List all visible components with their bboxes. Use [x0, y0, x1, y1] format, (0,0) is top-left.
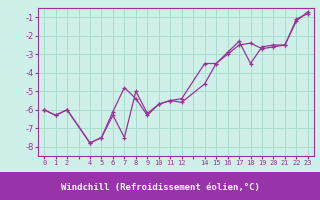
Text: Windchill (Refroidissement éolien,°C): Windchill (Refroidissement éolien,°C): [60, 183, 260, 192]
